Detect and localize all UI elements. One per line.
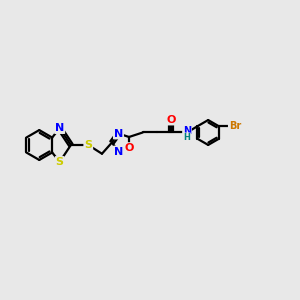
Text: O: O [124,143,134,153]
Text: S: S [84,140,92,150]
Text: O: O [166,115,176,124]
Text: N: N [183,126,191,136]
Text: H: H [184,133,190,142]
Text: N: N [55,123,64,133]
Text: N: N [114,146,123,157]
Text: Br: Br [229,121,241,131]
Text: N: N [114,128,123,139]
Text: S: S [56,157,64,167]
